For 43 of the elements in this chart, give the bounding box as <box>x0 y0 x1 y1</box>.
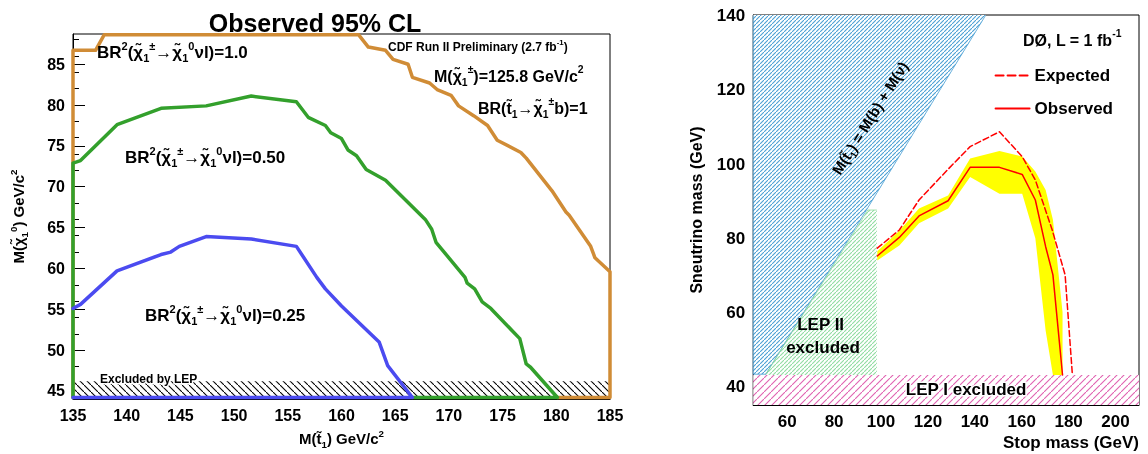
x-tick-label: 140 <box>960 412 990 431</box>
y-tick-label: 120 <box>716 80 746 100</box>
y-tick-label: 55 <box>47 300 66 318</box>
y-tick-label: 50 <box>47 341 66 359</box>
x-tick-label: 165 <box>381 406 409 424</box>
band-label: Excluded by LEP <box>100 372 198 387</box>
x-tick-label: 160 <box>328 406 355 424</box>
chart-title: Observed 95% CL <box>208 8 422 37</box>
y-axis-title: Sneutrino mass (GeV) <box>687 126 705 294</box>
x-tick-label: 80 <box>824 412 844 431</box>
x-tick-label: 140 <box>113 406 141 424</box>
legend-label: Expected <box>1034 66 1111 85</box>
x-tick-label: 180 <box>542 406 570 424</box>
x-tick-label: 135 <box>59 406 87 424</box>
legend-label: Observed <box>1034 99 1114 118</box>
x-tick-label: 160 <box>1007 412 1036 431</box>
x-axis-title: Stop mass (GeV) <box>1002 433 1139 453</box>
x-tick-label: 60 <box>777 412 797 431</box>
y-tick-label: 85 <box>47 55 66 73</box>
y-tick-label: 140 <box>716 6 746 26</box>
x-tick-label: 180 <box>1054 412 1083 431</box>
y-tick-label: 75 <box>47 137 66 155</box>
line-series <box>71 234 415 400</box>
y-tick-label: 60 <box>726 302 746 322</box>
x-tick-label: 200 <box>1101 412 1130 431</box>
x-tick-label: 175 <box>489 406 517 424</box>
y-tick-label: 65 <box>47 219 66 237</box>
x-tick-label: 100 <box>866 412 896 431</box>
y-tick-label: 45 <box>47 382 66 400</box>
annotation: LEP II excluded <box>786 314 860 358</box>
x-tick-label: 155 <box>274 406 302 424</box>
x-tick-label: 185 <box>596 406 624 424</box>
x-tick-label: 170 <box>435 406 463 424</box>
y-tick-label: 60 <box>47 259 66 277</box>
y-tick-label: 70 <box>47 178 66 196</box>
x-tick-label: 120 <box>913 412 943 431</box>
y-axis-title: M(χ̃10) GeV/c2 <box>7 168 30 264</box>
y-tick-label: 80 <box>726 228 746 248</box>
y-tick-label: 40 <box>726 376 746 396</box>
y-tick-label: 100 <box>716 154 746 174</box>
x-tick-label: 145 <box>167 406 194 424</box>
y-tick-label: 80 <box>47 96 66 114</box>
x-tick-label: 150 <box>220 406 248 424</box>
